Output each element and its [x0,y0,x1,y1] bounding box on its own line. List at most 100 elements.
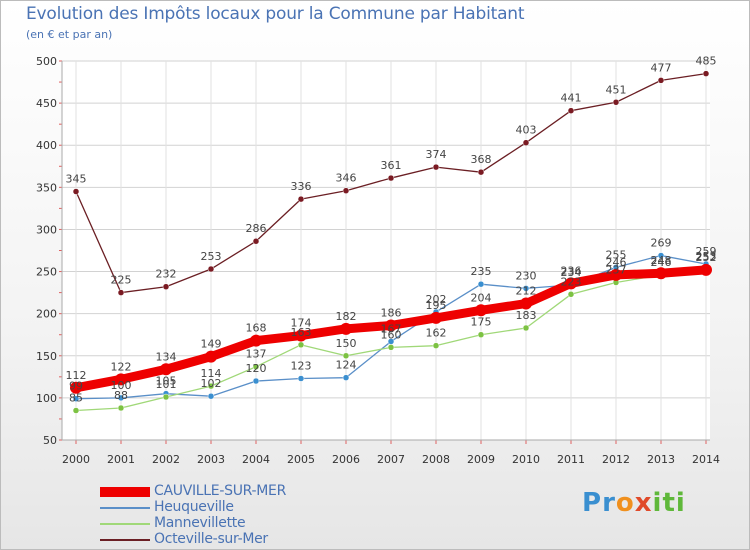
data-label-octeville-sur-mer: 368 [471,153,492,166]
data-label-octeville-sur-mer: 225 [111,274,132,287]
data-label-cauville-sur-mer: 186 [381,306,402,319]
chart-title: Evolution des Impôts locaux pour la Comm… [26,4,525,24]
data-label-octeville-sur-mer: 403 [516,124,537,137]
data-label-mannevillette: 163 [291,326,312,339]
data-label-heuqueville: 259 [696,245,717,258]
x-tick-label: 2008 [422,453,450,466]
logo-letter: t [662,488,676,518]
data-label-octeville-sur-mer: 232 [156,268,177,281]
data-point-cauville-sur-mer [160,363,172,376]
data-point-octeville-sur-mer [522,139,530,146]
chart-subtitle: (en € et par an) [26,28,113,41]
data-label-heuqueville: 99 [69,380,83,393]
legend-item: Octeville-sur-Mer [100,531,360,548]
data-point-octeville-sur-mer [297,195,305,203]
data-label-cauville-sur-mer: 248 [651,254,672,267]
y-tick-label: 450 [36,97,57,110]
data-label-mannevillette: 114 [201,367,222,380]
data-label-heuqueville: 234 [561,266,582,279]
legend-item: Mannevillette [100,515,360,532]
data-point-mannevillette [162,393,170,401]
data-point-octeville-sur-mer [612,99,620,106]
logo-letter: i [652,488,663,518]
x-tick-label: 2013 [647,453,675,466]
data-label-mannevillette: 162 [426,327,447,340]
data-label-cauville-sur-mer: 195 [426,299,447,312]
data-point-cauville-sur-mer [565,277,577,290]
data-label-heuqueville: 235 [471,265,492,278]
data-point-heuqueville [252,377,260,385]
data-point-octeville-sur-mer [657,77,665,84]
data-label-mannevillette: 88 [114,389,128,402]
data-label-octeville-sur-mer: 477 [651,61,672,74]
data-point-cauville-sur-mer [655,267,667,280]
data-point-heuqueville [342,374,350,381]
data-label-cauville-sur-mer: 236 [561,264,582,277]
data-point-octeville-sur-mer [432,163,440,171]
y-tick-label: 100 [36,392,57,405]
data-label-mannevillette: 183 [516,309,537,322]
data-label-mannevillette: 160 [381,328,402,341]
data-point-cauville-sur-mer [430,311,442,324]
data-point-octeville-sur-mer [72,188,80,195]
data-label-octeville-sur-mer: 345 [66,173,87,186]
data-label-octeville-sur-mer: 485 [696,55,717,68]
data-point-heuqueville [72,395,80,402]
data-label-octeville-sur-mer: 336 [291,180,312,193]
data-point-octeville-sur-mer [477,168,485,176]
data-label-octeville-sur-mer: 286 [246,222,267,235]
logo-letter: r [602,488,616,518]
data-point-cauville-sur-mer [610,268,622,281]
y-tick-label: 300 [36,223,57,236]
x-tick-label: 2012 [602,453,630,466]
data-label-octeville-sur-mer: 361 [381,159,402,172]
data-point-cauville-sur-mer [475,304,487,317]
data-point-octeville-sur-mer [387,174,395,182]
data-point-octeville-sur-mer [117,289,125,296]
data-point-cauville-sur-mer [70,381,82,394]
data-label-octeville-sur-mer: 451 [606,83,627,96]
data-point-mannevillette [297,341,305,349]
y-tick-label: 150 [36,350,57,363]
y-tick-label: 400 [36,139,57,152]
data-label-heuqueville: 202 [426,293,447,306]
data-point-cauville-sur-mer [385,319,397,332]
data-label-octeville-sur-mer: 346 [336,172,357,185]
data-point-cauville-sur-mer [520,297,532,310]
data-label-cauville-sur-mer: 212 [516,285,537,298]
data-label-mannevillette: 175 [471,316,492,329]
x-tick-label: 2014 [692,453,720,466]
y-tick-label: 200 [36,308,57,321]
data-point-heuqueville [297,375,305,382]
legend-swatch [100,507,150,509]
data-point-octeville-sur-mer [702,70,710,77]
data-label-mannevillette: 150 [336,337,357,350]
legend-item: CAUVILLE-SUR-MER [100,483,360,500]
x-tick-label: 2006 [332,453,360,466]
data-point-mannevillette [117,404,125,412]
data-label-heuqueville: 120 [246,362,267,375]
data-point-heuqueville [522,285,530,292]
data-point-mannevillette [252,363,260,370]
data-point-heuqueville [657,252,665,259]
legend-swatch [100,523,150,525]
data-point-cauville-sur-mer [250,334,262,347]
data-label-mannevillette: 101 [156,378,177,391]
data-point-mannevillette [72,407,80,414]
legend-label: CAUVILLE-SUR-MER [154,483,287,499]
data-point-cauville-sur-mer [340,322,352,335]
proxiti-logo: Proxiti [582,488,686,518]
x-tick-label: 2003 [197,453,225,466]
data-label-mannevillette: 237 [606,264,627,277]
data-label-heuqueville: 100 [111,379,132,392]
data-label-cauville-sur-mer: 204 [471,291,492,304]
legend-swatch [100,487,150,497]
legend-item: Heuqueville [100,499,360,516]
data-point-mannevillette [207,382,215,390]
y-tick-label: 500 [36,55,57,68]
data-point-octeville-sur-mer [567,107,575,114]
data-point-octeville-sur-mer [252,237,260,245]
data-point-heuqueville [117,394,125,402]
data-point-mannevillette [342,352,350,360]
